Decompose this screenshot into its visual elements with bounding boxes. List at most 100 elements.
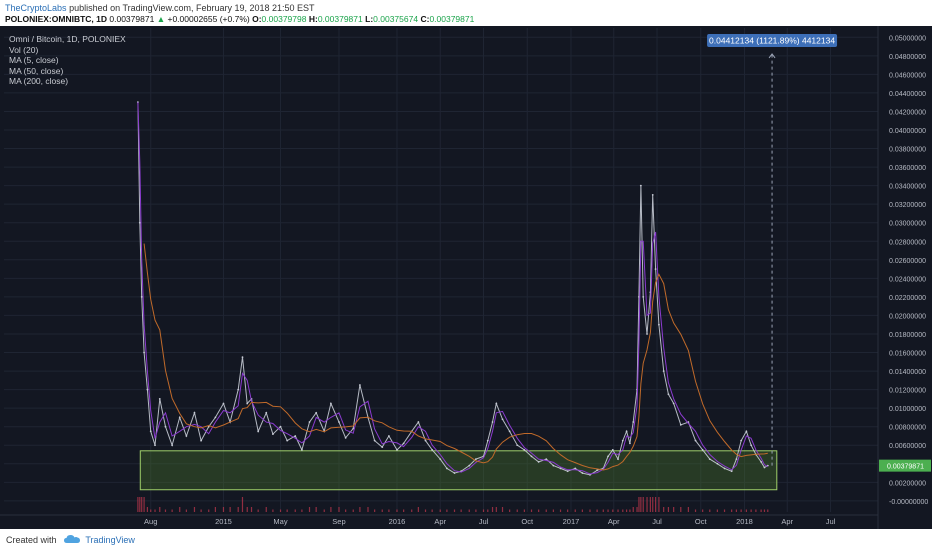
volume-bar [323,509,325,512]
volume-bar [381,509,383,512]
time-tick-label: Apr [608,517,620,526]
price-point [178,416,181,419]
support-zone-rect [139,450,778,491]
volume-bar [646,497,648,512]
price-point [716,462,719,465]
created-with: Created with TradingView [6,535,135,546]
measure-arrow-icon [768,53,776,59]
volume-bar [509,509,511,512]
volume-bar [330,507,332,512]
time-tick-label: 2017 [563,517,580,526]
price-tick-label: 0.04400000 [889,91,926,98]
price-point [625,430,628,433]
close-value: 0.00379871 [429,14,475,24]
volume-bar [629,509,631,512]
price-point [246,402,249,405]
volume-bar [632,507,634,512]
time-tick-label: 2016 [389,517,406,526]
volume-bar [439,509,441,512]
price-tick-label: 0.03000000 [889,221,926,228]
symbol-line: POLONIEX:OMNIBTC, 1D 0.00379871 ▲ +0.000… [5,14,474,24]
price-point [381,446,384,448]
price-tick-label: 0.02400000 [889,276,926,283]
volume-bar [164,509,167,512]
price-point [431,448,434,451]
volume-bar [460,509,462,512]
volume-bar [257,509,259,512]
grid-lines [4,28,878,512]
price-point [740,439,743,442]
volume-bar [763,509,766,512]
price-tick-label: 0.04000000 [889,128,926,135]
price-tick-label: 0.01400000 [889,369,926,376]
price-point [402,442,405,445]
volume-bar [667,507,670,512]
volume-bar [367,507,369,512]
volume-bar [179,507,181,512]
price-point [154,444,156,447]
volume-bar [709,509,711,512]
price-tick-label: 0.02200000 [889,295,926,302]
price-point [265,411,268,414]
legend-volume[interactable]: Vol (20) [9,44,39,55]
volume-bar [612,509,614,512]
price-point [445,467,448,470]
time-tick-label: 2015 [215,517,232,526]
price-point [679,423,682,426]
low-label: L: [365,14,374,24]
time-tick-label: Apr [434,517,446,526]
volume-bar [602,509,604,512]
price-point [158,397,161,400]
price-tick-label: 0.02000000 [889,313,926,320]
chart-area[interactable]: 0.04412134 (1121.89%) 4412134 0.05000000… [0,26,932,529]
price-point [338,421,340,423]
volume-bar [143,497,145,512]
price-tick-label: 0.00600000 [889,443,926,450]
price-chart[interactable]: 0.04412134 (1121.89%) 4412134 0.05000000… [0,26,932,529]
volume-bar [654,497,657,512]
up-arrow-icon: ▲ [156,14,166,24]
created-with-text: Created with [6,535,57,545]
volume-bar [345,509,347,512]
volume-bar [574,509,576,512]
price-point [545,458,548,461]
volume-bar [745,509,747,512]
volume-bar [137,497,139,512]
volume-bar [417,507,419,512]
time-tick-label: Oct [695,517,708,526]
author-link[interactable]: TheCryptoLabs [5,3,67,13]
volume-bar [250,507,253,512]
price-point [214,416,217,419]
price-point [651,193,654,196]
tradingview-brand[interactable]: TradingView [85,535,135,545]
legend-ma5[interactable]: MA (5, close) [9,55,59,66]
volume-bar [359,507,361,512]
volume-bars [137,497,769,512]
volume-bar [411,509,413,512]
volume-bar [246,507,248,512]
price-point [474,458,477,461]
price-point [453,472,456,474]
legend-ma200[interactable]: MA (200, close) [9,76,69,87]
price-point [143,351,145,354]
price-point [501,418,504,421]
volume-bar [315,507,317,512]
price-point [589,474,591,476]
volume-bar [530,509,533,512]
price-point [611,448,614,451]
price-point [308,421,311,423]
legend-ma50[interactable]: MA (50, close) [9,65,64,76]
price-point [617,458,619,461]
price-tick-label: 0.04800000 [889,54,926,61]
price-point [146,388,149,391]
price-point [237,388,240,391]
volume-bar [185,509,187,512]
measure-label: 0.04412134 (1121.89%) 4412134 [709,36,835,46]
price-point [294,435,297,437]
price-point [559,467,562,470]
price-point [530,455,533,458]
volume-bar [229,507,231,512]
price-point [607,455,609,458]
volume-bar [589,509,591,512]
volume-bar [487,509,489,512]
